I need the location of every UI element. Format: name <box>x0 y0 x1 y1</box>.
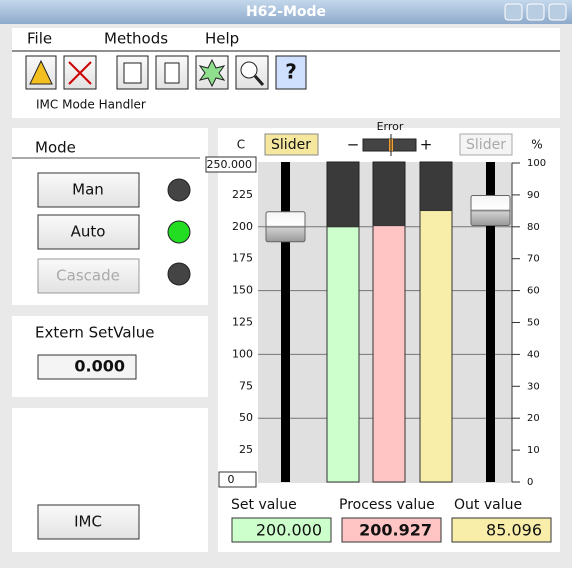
indicator <box>167 178 191 202</box>
button[interactable] <box>37 172 140 208</box>
indicator <box>167 262 191 286</box>
value-box <box>231 517 332 543</box>
y2-tick-label: 80 <box>527 222 540 233</box>
svg-text:?: ? <box>285 60 297 84</box>
value-box <box>341 517 442 543</box>
y-tick-label: 200 <box>232 220 253 233</box>
slider-button[interactable] <box>459 133 513 156</box>
value-label: 85.096 <box>486 521 542 540</box>
y-tick-label: 175 <box>232 252 253 265</box>
toolbar[interactable]: ? <box>25 55 307 90</box>
button-label: Man <box>72 181 104 199</box>
y2-tick-label: 60 <box>527 286 540 297</box>
y2-tick-label: 100 <box>527 158 546 169</box>
y2-tick-label: 40 <box>527 349 540 360</box>
menu-item[interactable]: Methods <box>104 30 168 48</box>
slider-thumb <box>265 211 306 243</box>
max-box <box>205 156 257 173</box>
y-tick-label: 150 <box>232 284 253 297</box>
y2-tick-label: 0 <box>527 477 533 488</box>
y-tick-label: 75 <box>239 379 253 392</box>
bar <box>419 210 453 483</box>
slider-thumb <box>470 195 511 227</box>
error-minus: − <box>347 136 360 154</box>
window-buttons[interactable] <box>504 3 567 21</box>
slider-label: Slider <box>466 137 506 153</box>
button[interactable] <box>37 504 140 540</box>
y-tick-label: 25 <box>239 443 253 456</box>
mode-title: Mode <box>35 139 76 157</box>
slider-track <box>281 162 290 482</box>
y2-tick-label: 10 <box>527 445 540 456</box>
y2-tick-label: 20 <box>527 413 540 424</box>
y-tick-label: 100 <box>232 347 253 360</box>
toolbar-label: IMC Mode Handler <box>36 98 146 112</box>
bar <box>372 225 406 483</box>
slider-button[interactable] <box>264 133 319 156</box>
value-box <box>451 517 552 543</box>
slider-label: Slider <box>271 137 311 153</box>
extern-title: Extern SetValue <box>35 324 154 342</box>
y2-tick-label: 30 <box>527 381 540 392</box>
left-unit: C <box>237 138 245 152</box>
value-label: 200.000 <box>256 521 322 540</box>
button-label: Cascade <box>56 267 120 285</box>
button-label: Auto <box>71 223 106 241</box>
y-tick-label: 225 <box>232 188 253 201</box>
y-tick-label: 50 <box>239 411 253 424</box>
y2-tick-label: 50 <box>527 318 540 329</box>
title-bar <box>0 0 572 24</box>
button[interactable] <box>37 258 140 294</box>
value-label: 200.927 <box>359 521 432 540</box>
error-label: Error <box>377 120 404 133</box>
bar <box>326 226 360 483</box>
y-tick-label: 125 <box>232 316 253 329</box>
right-unit: % <box>531 138 542 152</box>
slider-track <box>486 162 495 482</box>
menu-item[interactable]: Help <box>205 30 239 48</box>
value-title: Process value <box>339 497 435 513</box>
indicator <box>167 220 191 244</box>
value-title: Set value <box>231 497 297 513</box>
y2-tick-label: 90 <box>527 190 540 201</box>
left-min: 0 <box>228 473 235 486</box>
left-max: 250.000 <box>207 158 253 171</box>
extern-value: 0.000 <box>74 357 125 376</box>
menu-item[interactable]: File <box>27 30 52 48</box>
error-plus: + <box>420 136 433 154</box>
min-box <box>218 471 257 488</box>
value-title: Out value <box>454 497 522 513</box>
y2-tick-label: 70 <box>527 254 540 265</box>
window-title: H62-Mode <box>246 4 326 20</box>
button-label: IMC <box>74 513 102 531</box>
button[interactable] <box>37 214 140 250</box>
value-box <box>37 354 137 380</box>
